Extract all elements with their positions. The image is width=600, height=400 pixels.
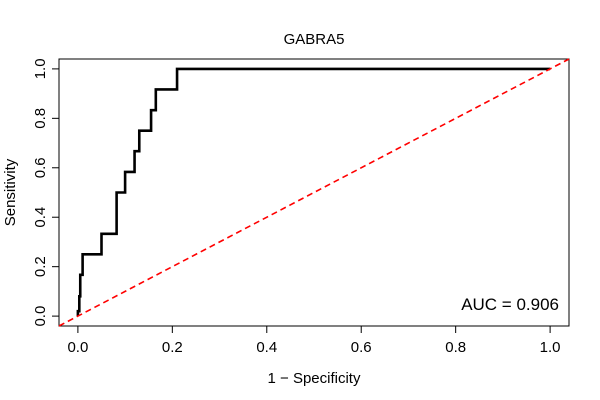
chart-title: GABRA5 xyxy=(284,31,345,48)
y-tick-label: 0.2 xyxy=(32,256,49,277)
series-layer xyxy=(58,58,570,327)
y-tick-label: 0.8 xyxy=(32,108,49,129)
y-tick-label: 1.0 xyxy=(32,58,49,79)
auc-annotation: AUC = 0.906 xyxy=(461,295,559,314)
x-tick-label: 0.2 xyxy=(162,339,183,356)
y-tick-label: 0.6 xyxy=(32,157,49,178)
x-axis: 0.0 0.2 0.4 0.6 0.8 1.0 xyxy=(67,325,561,356)
x-tick-label: 0.0 xyxy=(67,339,88,356)
roc-curve-line xyxy=(76,67,551,317)
x-tick-label: 0.6 xyxy=(351,339,372,356)
y-tick-label: 0.4 xyxy=(32,207,49,228)
y-axis-label: Sensitivity xyxy=(2,158,19,226)
x-tick-label: 0.4 xyxy=(256,339,277,356)
x-tick-label: 1.0 xyxy=(540,339,561,356)
reference-diagonal-line xyxy=(58,58,570,327)
x-tick-label: 0.8 xyxy=(445,339,466,356)
x-axis-label: 1 − Specificity xyxy=(268,370,361,387)
plot-frame xyxy=(58,58,570,327)
y-tick-label: 0.0 xyxy=(32,306,49,327)
y-axis: 0.0 0.2 0.4 0.6 0.8 1.0 xyxy=(32,58,60,327)
